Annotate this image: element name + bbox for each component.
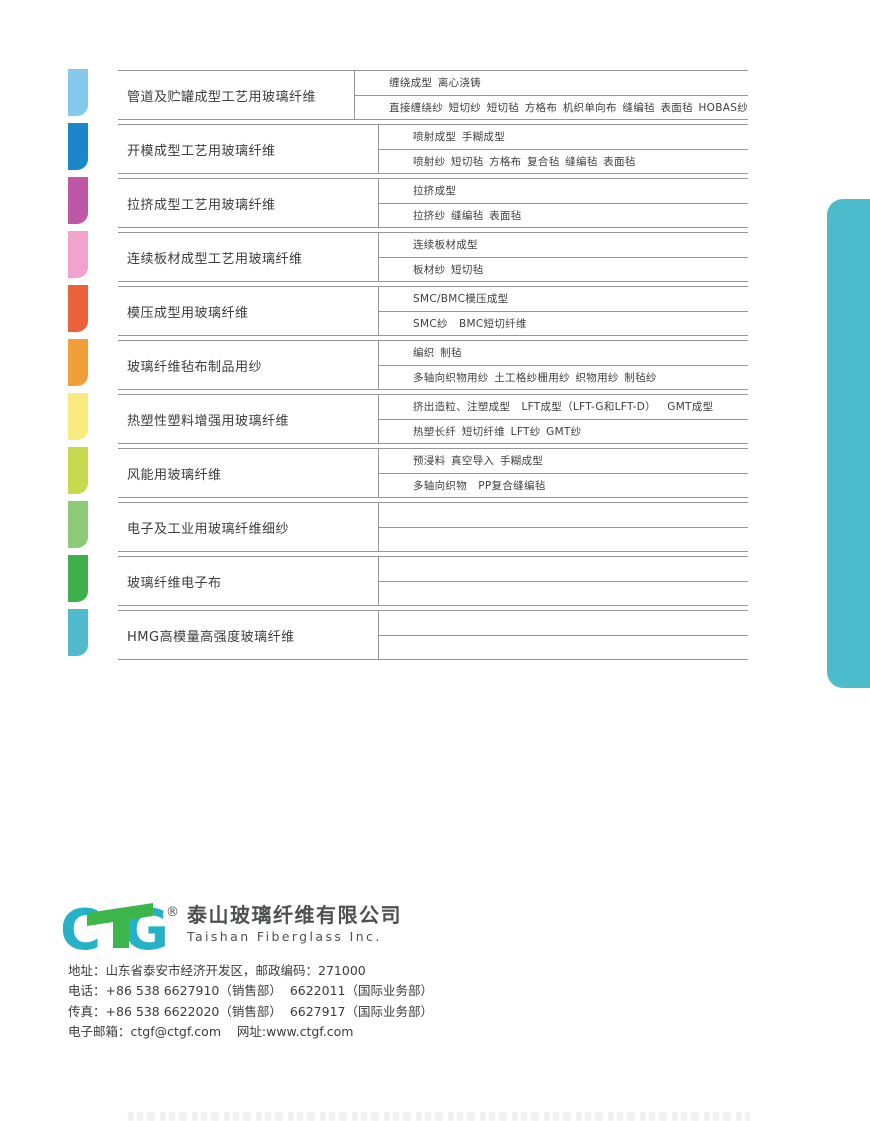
row-label: 连续板材成型工艺用玻璃纤维	[127, 251, 303, 267]
process-cell: 拉挤成型	[379, 179, 748, 204]
row-detail: 喷射成型 手糊成型 喷射纱 短切毡 方格布 复合毡 缝编毡 表面毡	[378, 125, 748, 173]
process-cell: SMC/BMC模压成型	[379, 287, 748, 312]
address-label: 地址：	[68, 963, 106, 978]
table-row: 玻璃纤维电子布	[118, 556, 748, 606]
ctg-logo-icon: C G ®	[63, 901, 179, 953]
table-row: 热塑性塑料增强用玻璃纤维 挤出造粒、注塑成型 LFT成型（LFT-G和LFT-D…	[118, 394, 748, 444]
email-label: 电子邮箱：	[68, 1023, 131, 1039]
row-detail: 预浸料 真空导入 手糊成型 多轴向织物 PP复合缝编毡	[378, 449, 748, 497]
row-detail	[378, 503, 748, 551]
category-color-swatch	[68, 393, 88, 440]
table-row: 电子及工业用玻璃纤维细纱	[118, 502, 748, 552]
products-cell	[379, 528, 748, 552]
row-detail: SMC/BMC模压成型 SMC纱 BMC短切纤维	[378, 287, 748, 335]
category-color-swatch	[68, 69, 88, 116]
logo-letter-c: C	[63, 901, 101, 953]
process-cell: 喷射成型 手糊成型	[379, 125, 748, 150]
row-label: 开模成型工艺用玻璃纤维	[127, 143, 276, 159]
products-cell: 喷射纱 短切毡 方格布 复合毡 缝编毡 表面毡	[413, 155, 636, 168]
table-row: 拉挤成型工艺用玻璃纤维 拉挤成型 拉挤纱 缝编毡 表面毡	[118, 178, 748, 228]
table-row: 管道及贮罐成型工艺用玻璃纤维 缠绕成型 离心浇铸 直接缠绕纱 短切纱 短切毡 方…	[118, 70, 748, 120]
category-color-strip	[68, 69, 88, 663]
table-row: HMG高模量高强度玻璃纤维	[118, 610, 748, 660]
process-cell: 编织 制毡	[379, 341, 748, 366]
phone-label: 电话：	[68, 983, 106, 999]
products-cell	[379, 636, 748, 660]
products-cell: 多轴向织物用纱 土工格纱栅用纱 织物用纱 制毡纱	[413, 371, 657, 384]
email-web-value: ctgf@ctgf.com 网址:www.ctgf.com	[130, 1023, 354, 1039]
row-label: HMG高模量高强度玻璃纤维	[127, 629, 295, 645]
fax-line: 传真：+86 538 6622020（销售部） 6627917（国际业务部）	[68, 1002, 433, 1022]
category-color-swatch	[68, 177, 88, 224]
category-color-swatch	[68, 123, 88, 170]
process-cell	[379, 503, 748, 528]
table-row: 玻璃纤维毡布制品用纱 编织 制毡 多轴向织物用纱 土工格纱栅用纱 织物用纱 制毡…	[118, 340, 748, 390]
process-cell: 预浸料 真空导入 手糊成型	[379, 449, 748, 474]
row-label: 玻璃纤维毡布制品用纱	[127, 359, 263, 375]
company-logo-block: CTG C G ® 泰山玻璃纤维有限公司 Taishan Fiberglass …	[63, 901, 402, 953]
row-label: 风能用玻璃纤维	[127, 467, 222, 483]
table-row: 连续板材成型工艺用玻璃纤维 连续板材成型 板材纱 短切毡	[118, 232, 748, 282]
row-detail: 拉挤成型 拉挤纱 缝编毡 表面毡	[378, 179, 748, 227]
row-label: 电子及工业用玻璃纤维细纱	[127, 521, 290, 537]
products-cell: 多轴向织物 PP复合缝编毡	[413, 479, 546, 492]
category-color-swatch	[68, 285, 88, 332]
table-row: 风能用玻璃纤维 预浸料 真空导入 手糊成型 多轴向织物 PP复合缝编毡	[118, 448, 748, 498]
row-label: 热塑性塑料增强用玻璃纤维	[127, 413, 290, 429]
row-label: 模压成型用玻璃纤维	[127, 305, 249, 321]
logo-letter-t-stem	[113, 919, 129, 948]
phone-value: +86 538 6627910（销售部） 6622011（国际业务部）	[105, 983, 433, 999]
row-label: 玻璃纤维电子布	[127, 575, 222, 591]
row-detail	[378, 611, 748, 659]
process-cell: 挤出造粒、注塑成型 LFT成型（LFT-G和LFT-D） GMT成型	[379, 395, 748, 420]
row-detail: 挤出造粒、注塑成型 LFT成型（LFT-G和LFT-D） GMT成型 热塑长纤 …	[378, 395, 748, 443]
fax-label: 传真：	[68, 1003, 106, 1019]
products-cell: SMC纱 BMC短切纤维	[413, 317, 527, 330]
products-cell: 热塑长纤 短切纤维 LFT纱 GMT纱	[413, 425, 582, 438]
company-name-block: 泰山玻璃纤维有限公司 Taishan Fiberglass Inc.	[187, 901, 402, 945]
row-label: 拉挤成型工艺用玻璃纤维	[127, 197, 276, 213]
address-line: 地址：山东省泰安市经济开发区，邮政编码：271000	[68, 961, 433, 981]
process-cell	[379, 557, 748, 582]
process-cell: 连续板材成型	[379, 233, 748, 258]
phone-line: 电话：+86 538 6627910（销售部） 6622011（国际业务部）	[68, 981, 433, 1001]
logo-letter-t-bar	[87, 903, 153, 926]
category-color-swatch	[68, 609, 88, 656]
products-cell: 拉挤纱 缝编毡 表面毡	[413, 209, 522, 222]
products-cell: 直接缠绕纱 短切纱 短切毡 方格布 机织单向布 缝编毡 表面毡 HOBAS纱	[389, 101, 748, 114]
category-color-swatch	[68, 555, 88, 602]
category-color-swatch	[68, 231, 88, 278]
process-cell	[379, 611, 748, 636]
address-value: 山东省泰安市经济开发区，邮政编码：271000	[105, 963, 366, 978]
fax-value: +86 538 6622020（销售部） 6627917（国际业务部）	[105, 1003, 433, 1019]
table-row: 模压成型用玻璃纤维 SMC/BMC模压成型 SMC纱 BMC短切纤维	[118, 286, 748, 336]
category-color-swatch	[68, 339, 88, 386]
email-web-line: 电子邮箱：ctgf@ctgf.com 网址:www.ctgf.com	[68, 1022, 433, 1042]
row-detail	[378, 557, 748, 605]
products-cell: 板材纱 短切毡	[413, 263, 484, 276]
table-row: 开模成型工艺用玻璃纤维 喷射成型 手糊成型 喷射纱 短切毡 方格布 复合毡 缝编…	[118, 124, 748, 174]
process-cell: 缠绕成型 离心浇铸	[355, 71, 748, 96]
category-color-swatch	[68, 501, 88, 548]
row-label: 管道及贮罐成型工艺用玻璃纤维	[127, 89, 317, 105]
row-detail: 连续板材成型 板材纱 短切毡	[378, 233, 748, 281]
row-detail: 编织 制毡 多轴向织物用纱 土工格纱栅用纱 织物用纱 制毡纱	[378, 341, 748, 389]
category-color-swatch	[68, 447, 88, 494]
products-cell	[379, 582, 748, 606]
page-bottom-cutoff-text	[128, 1112, 750, 1121]
product-category-table: 管道及贮罐成型工艺用玻璃纤维 缠绕成型 离心浇铸 直接缠绕纱 短切纱 短切毡 方…	[118, 70, 748, 664]
registered-trademark-symbol: ®	[166, 905, 179, 920]
company-name-en: Taishan Fiberglass Inc.	[187, 929, 382, 944]
row-detail: 缠绕成型 离心浇铸 直接缠绕纱 短切纱 短切毡 方格布 机织单向布 缝编毡 表面…	[354, 71, 748, 119]
contact-info-block: 地址：山东省泰安市经济开发区，邮政编码：271000 电话：+86 538 66…	[68, 961, 433, 1042]
side-capsule-decoration	[827, 199, 870, 688]
company-name-cn: 泰山玻璃纤维有限公司	[187, 903, 402, 927]
